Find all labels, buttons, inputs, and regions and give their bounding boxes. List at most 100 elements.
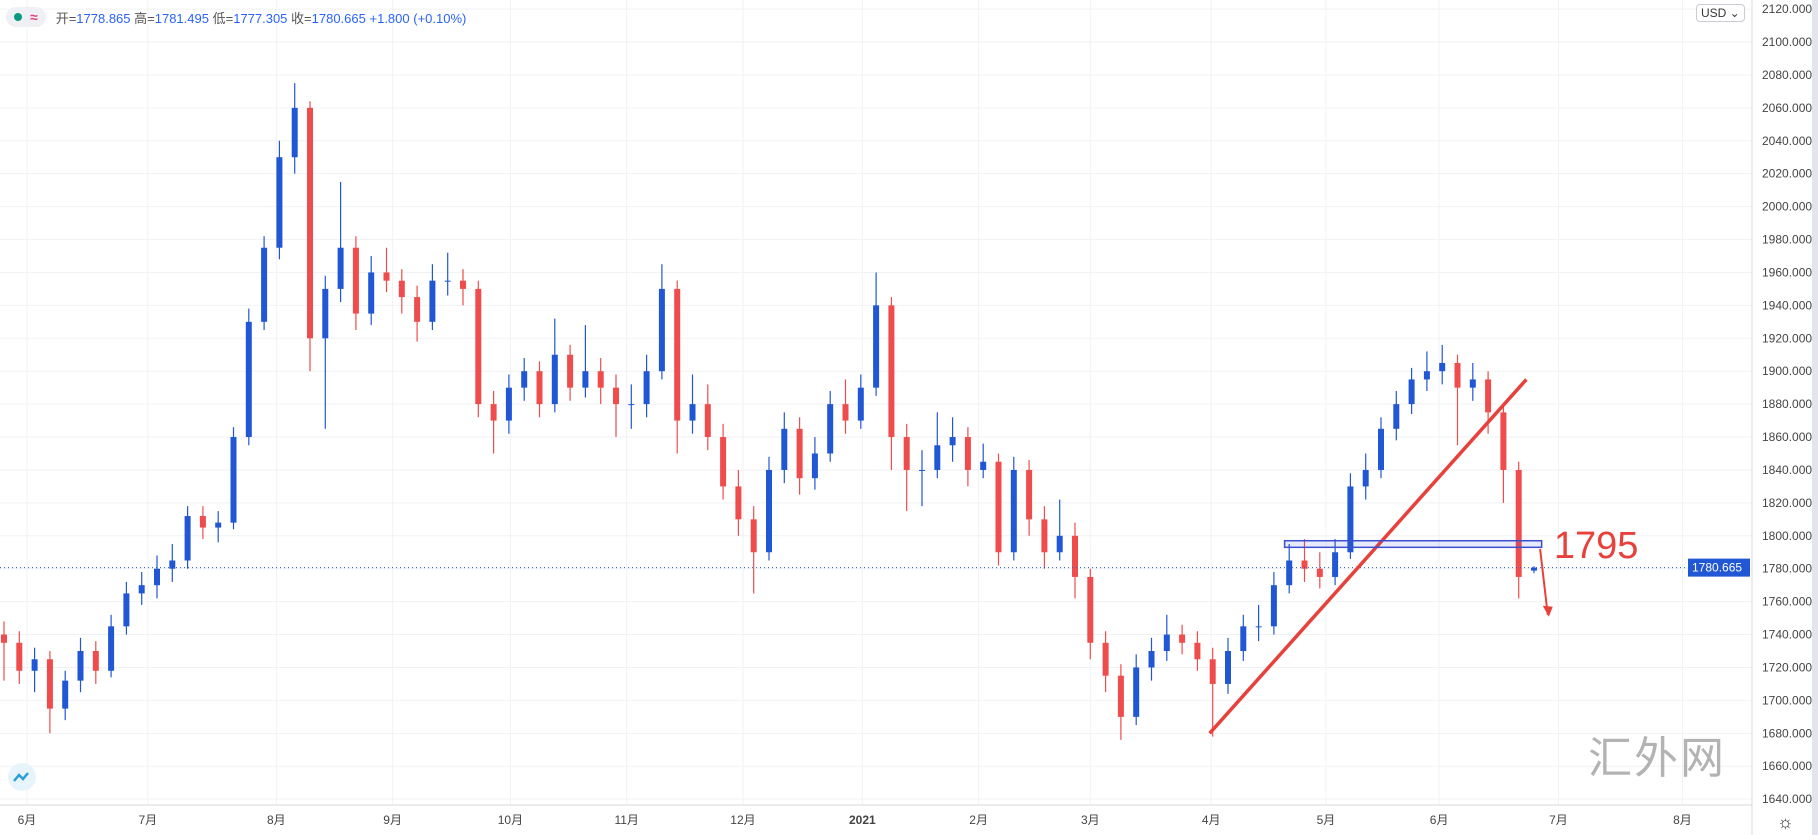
candle <box>307 101 313 372</box>
candle <box>551 318 558 413</box>
time-tick-label: 11月 <box>614 813 638 827</box>
candle <box>215 511 222 543</box>
candle <box>827 390 834 462</box>
candle <box>1056 499 1063 561</box>
candle <box>1209 647 1216 737</box>
candle-body <box>1255 626 1262 628</box>
candle-body <box>92 651 99 671</box>
price-tick-label: 1640.000 <box>1762 792 1812 806</box>
candle-body <box>1500 412 1507 470</box>
series-toggle[interactable]: ≈ <box>6 7 46 27</box>
candle-body <box>337 247 344 289</box>
candle <box>429 264 436 331</box>
candle <box>1500 404 1507 503</box>
candle-body <box>460 280 466 289</box>
scrollbar[interactable] <box>1812 0 1818 835</box>
price-tick-label: 1900.000 <box>1762 364 1812 378</box>
candle-body <box>1408 379 1415 405</box>
currency-button[interactable]: USD ⌄ <box>1696 4 1745 22</box>
candle-body <box>811 453 818 479</box>
candle-body <box>1286 560 1293 586</box>
price-tick-label: 1740.000 <box>1762 628 1812 642</box>
price-tick-label: 1660.000 <box>1762 759 1812 773</box>
candle <box>1316 552 1323 589</box>
candle <box>750 506 757 594</box>
candle <box>291 83 298 174</box>
tradingview-logo-icon[interactable] <box>8 763 36 791</box>
price-tick-label: 1680.000 <box>1762 726 1812 740</box>
candle <box>398 269 405 314</box>
candle-body <box>1332 552 1339 577</box>
candle <box>1423 351 1430 391</box>
candle <box>1408 367 1415 414</box>
candle-body <box>1133 667 1140 717</box>
candle-body <box>551 354 558 405</box>
candle-body <box>215 522 222 528</box>
settings-icon[interactable]: ☼ <box>1777 812 1794 832</box>
candle-body <box>414 297 421 322</box>
candle <box>811 437 818 490</box>
close-label: 收= <box>291 10 312 26</box>
candle <box>1270 572 1277 635</box>
candle <box>1041 506 1048 569</box>
candle-body <box>827 404 834 454</box>
candle <box>735 469 742 536</box>
candle <box>995 453 1002 566</box>
price-annotation-label: 1795 <box>1554 525 1639 567</box>
candle-body <box>184 516 191 561</box>
candle-body <box>398 280 405 298</box>
candle-body <box>888 305 895 438</box>
price-tick-label: 1840.000 <box>1762 463 1812 477</box>
candle-body <box>1439 362 1446 372</box>
candle <box>643 354 650 418</box>
candle-body <box>31 659 38 671</box>
candle-body <box>1072 535 1078 577</box>
price-tick-label: 2080.000 <box>1762 68 1812 82</box>
candle <box>1531 566 1537 574</box>
candle <box>261 236 268 331</box>
open-value: 1778.865 <box>76 10 131 26</box>
candle <box>597 358 604 405</box>
candle <box>1255 604 1262 642</box>
high-value: 1781.495 <box>154 10 209 26</box>
candle <box>857 374 864 429</box>
candle-body <box>1026 469 1033 520</box>
watermark: 汇外网 <box>1588 733 1726 784</box>
price-tick-label: 2020.000 <box>1762 167 1812 181</box>
candle-body <box>964 437 971 470</box>
candle <box>1362 453 1369 500</box>
low-value: 1777.305 <box>233 10 288 26</box>
candle-body <box>1347 486 1354 553</box>
candle-body <box>1469 379 1476 388</box>
candle-body <box>1423 371 1430 380</box>
candle <box>31 647 38 693</box>
candle <box>1393 390 1400 441</box>
candle <box>873 272 880 396</box>
candle <box>184 506 191 569</box>
candle-body <box>108 626 115 671</box>
candle <box>1072 522 1078 599</box>
candle <box>1 621 7 681</box>
candle <box>1240 614 1247 661</box>
candle-body <box>1163 634 1170 652</box>
candle-body <box>597 371 604 388</box>
candle <box>77 637 84 693</box>
candle <box>919 450 925 507</box>
wave-icon: ≈ <box>30 9 38 25</box>
price-tick-label: 1940.000 <box>1762 298 1812 312</box>
candle <box>674 280 681 454</box>
candle-body <box>1454 362 1461 388</box>
candle-body <box>199 516 206 528</box>
candle-body <box>154 568 160 586</box>
candle <box>1133 654 1140 726</box>
last-price-badge <box>1688 558 1750 577</box>
candle-body <box>261 247 268 322</box>
candle-body <box>781 428 788 470</box>
candle-body <box>567 354 574 388</box>
ohlc-values: 开=1778.865 高=1781.495 低=1777.305 收=1780.… <box>56 8 467 27</box>
candle <box>108 614 115 678</box>
candle <box>1301 539 1308 582</box>
candle-body <box>368 272 375 314</box>
candle-body <box>1485 379 1492 413</box>
